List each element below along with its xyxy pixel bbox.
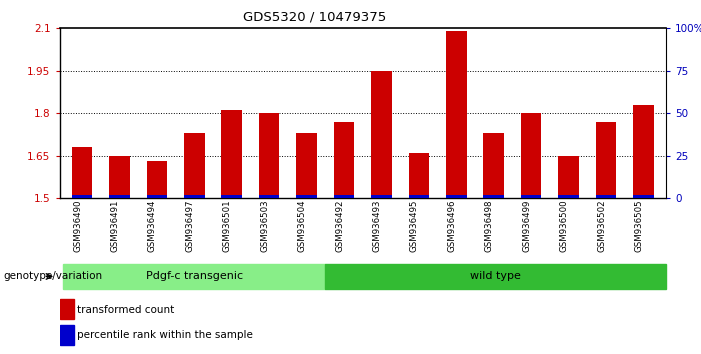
Bar — [259, 195, 280, 198]
Bar — [633, 195, 654, 198]
Bar — [558, 195, 579, 198]
Text: GDS5320 / 10479375: GDS5320 / 10479375 — [243, 11, 386, 24]
Bar — [259, 113, 280, 198]
Text: Pdgf-c transgenic: Pdgf-c transgenic — [146, 272, 243, 281]
Text: GSM936494: GSM936494 — [148, 200, 157, 252]
Text: GSM936502: GSM936502 — [597, 200, 606, 252]
Bar — [297, 195, 317, 198]
Bar — [222, 195, 242, 198]
Bar — [72, 195, 93, 198]
Bar — [521, 195, 541, 198]
Text: GSM936504: GSM936504 — [298, 200, 306, 252]
Bar — [184, 133, 205, 198]
Bar — [372, 71, 392, 198]
Text: GSM936501: GSM936501 — [223, 200, 232, 252]
Bar — [222, 110, 242, 198]
Text: wild type: wild type — [470, 272, 521, 281]
Text: genotype/variation: genotype/variation — [4, 272, 102, 281]
Bar — [147, 195, 168, 198]
Bar — [297, 133, 317, 198]
Text: GSM936505: GSM936505 — [634, 200, 644, 252]
Text: GSM936493: GSM936493 — [372, 200, 381, 252]
Bar — [484, 195, 504, 198]
Bar — [325, 264, 666, 289]
Bar — [633, 105, 654, 198]
Bar — [334, 122, 354, 198]
Bar — [596, 122, 616, 198]
Text: GSM936497: GSM936497 — [185, 200, 194, 252]
Bar — [558, 156, 579, 198]
Bar — [147, 161, 168, 198]
Bar — [63, 264, 325, 289]
Text: GSM936491: GSM936491 — [111, 200, 119, 252]
Bar — [60, 299, 74, 319]
Text: GSM936495: GSM936495 — [410, 200, 419, 252]
Text: GSM936503: GSM936503 — [260, 200, 269, 252]
Bar — [72, 147, 93, 198]
Bar — [334, 195, 354, 198]
Bar — [60, 325, 74, 345]
Bar — [484, 133, 504, 198]
Text: GSM936500: GSM936500 — [559, 200, 569, 252]
Text: GSM936490: GSM936490 — [73, 200, 82, 252]
Bar — [446, 31, 467, 198]
Bar — [184, 195, 205, 198]
Text: transformed count: transformed count — [76, 305, 174, 315]
Text: GSM936499: GSM936499 — [522, 200, 531, 252]
Text: GSM936498: GSM936498 — [485, 200, 494, 252]
Bar — [521, 113, 541, 198]
Text: GSM936496: GSM936496 — [447, 200, 456, 252]
Bar — [596, 195, 616, 198]
Bar — [372, 195, 392, 198]
Text: GSM936492: GSM936492 — [335, 200, 344, 252]
Bar — [109, 195, 130, 198]
Bar — [446, 195, 467, 198]
Bar — [409, 195, 429, 198]
Bar — [409, 153, 429, 198]
Text: percentile rank within the sample: percentile rank within the sample — [76, 330, 252, 340]
Bar — [109, 156, 130, 198]
